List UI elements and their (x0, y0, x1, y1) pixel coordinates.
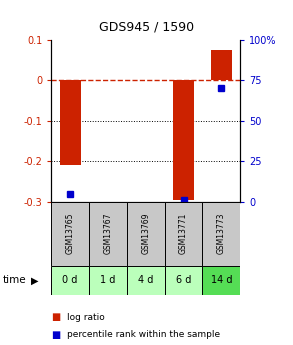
Text: 1 d: 1 d (100, 275, 116, 285)
Text: ■: ■ (51, 313, 61, 322)
Text: ▶: ▶ (31, 275, 38, 285)
Text: 0 d: 0 d (62, 275, 78, 285)
Text: ■: ■ (51, 330, 61, 339)
Bar (89, 266, 127, 295)
Text: GDS945 / 1590: GDS945 / 1590 (99, 21, 194, 34)
Text: time: time (3, 275, 27, 285)
Bar (173, 80, 194, 200)
Text: GSM13773: GSM13773 (217, 213, 226, 255)
Bar (202, 202, 240, 266)
Bar (165, 266, 202, 295)
Bar (211, 50, 232, 80)
Text: GSM13765: GSM13765 (66, 213, 75, 255)
Text: log ratio: log ratio (67, 313, 105, 322)
Text: GSM13769: GSM13769 (141, 213, 150, 255)
Bar (51, 202, 89, 266)
Text: 6 d: 6 d (176, 275, 191, 285)
Text: 4 d: 4 d (138, 275, 154, 285)
Text: GSM13767: GSM13767 (103, 213, 113, 255)
Bar (165, 202, 202, 266)
Text: GSM13771: GSM13771 (179, 213, 188, 254)
Bar (127, 266, 165, 295)
Bar (89, 202, 127, 266)
Bar (60, 80, 81, 165)
Bar (127, 202, 165, 266)
Text: 14 d: 14 d (211, 275, 232, 285)
Bar (202, 266, 240, 295)
Text: percentile rank within the sample: percentile rank within the sample (67, 330, 221, 339)
Bar (51, 266, 89, 295)
